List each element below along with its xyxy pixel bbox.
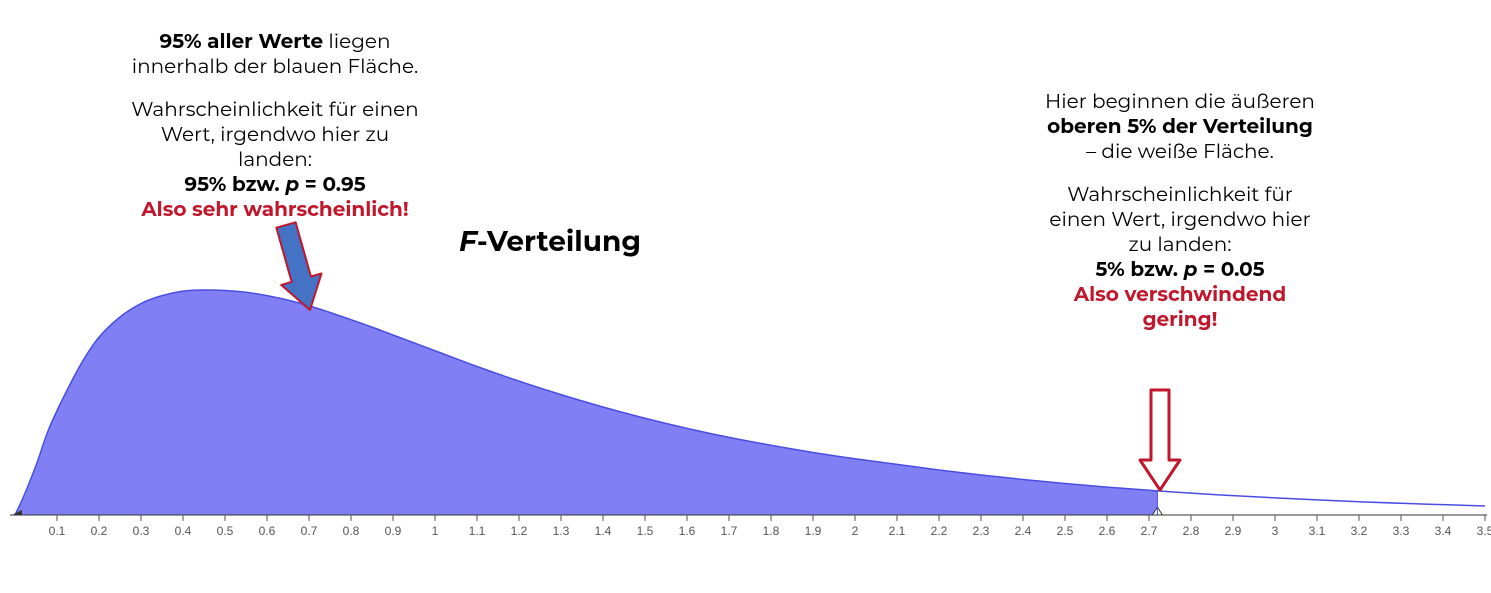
right-l3: – die weiße Fläche. bbox=[1020, 140, 1340, 165]
svg-text:2.9: 2.9 bbox=[1225, 524, 1242, 538]
left-l7: Also sehr wahrscheinlich! bbox=[110, 198, 440, 223]
left-annotation: 95% aller Werte liegen innerhalb der bla… bbox=[110, 30, 440, 223]
left-l6c: = 0.95 bbox=[299, 173, 366, 197]
left-l1-rest: liegen bbox=[323, 30, 390, 54]
svg-text:2.8: 2.8 bbox=[1183, 524, 1200, 538]
svg-text:0.3: 0.3 bbox=[133, 524, 150, 538]
svg-text:0.1: 0.1 bbox=[49, 524, 66, 538]
left-l5: landen: bbox=[110, 148, 440, 173]
svg-text:2.6: 2.6 bbox=[1099, 524, 1116, 538]
svg-text:1.5: 1.5 bbox=[637, 524, 654, 538]
right-annotation: Hier beginnen die äußeren oberen 5% der … bbox=[1020, 90, 1340, 333]
left-l6a: 95% bzw. bbox=[184, 173, 285, 197]
svg-text:1.9: 1.9 bbox=[805, 524, 822, 538]
svg-text:0.5: 0.5 bbox=[217, 524, 234, 538]
svg-text:1: 1 bbox=[432, 524, 439, 538]
left-l6b: p bbox=[285, 173, 299, 197]
right-l1: Hier beginnen die äußeren bbox=[1020, 90, 1340, 115]
svg-text:1.6: 1.6 bbox=[679, 524, 696, 538]
svg-text:2: 2 bbox=[852, 524, 859, 538]
right-l9: gering! bbox=[1020, 308, 1340, 333]
left-l4: Wert, irgendwo hier zu bbox=[110, 123, 440, 148]
canvas: { "title": { "prefix": "F", "rest": "-Ve… bbox=[0, 0, 1491, 593]
svg-text:2.5: 2.5 bbox=[1057, 524, 1074, 538]
svg-text:2.2: 2.2 bbox=[931, 524, 948, 538]
svg-text:2.1: 2.1 bbox=[889, 524, 906, 538]
svg-text:3.3: 3.3 bbox=[1393, 524, 1410, 538]
svg-text:1.1: 1.1 bbox=[469, 524, 486, 538]
svg-text:1.3: 1.3 bbox=[553, 524, 570, 538]
svg-text:3.2: 3.2 bbox=[1351, 524, 1368, 538]
svg-text:0.6: 0.6 bbox=[259, 524, 276, 538]
svg-text:3.4: 3.4 bbox=[1435, 524, 1452, 538]
svg-text:1.7: 1.7 bbox=[721, 524, 738, 538]
right-l7b: p bbox=[1184, 258, 1198, 282]
left-l2: innerhalb der blauen Fläche. bbox=[110, 55, 440, 80]
title-f: F bbox=[459, 225, 477, 259]
svg-text:3: 3 bbox=[1272, 524, 1279, 538]
right-l5: einen Wert, irgendwo hier bbox=[1020, 208, 1340, 233]
svg-text:3.5: 3.5 bbox=[1477, 524, 1491, 538]
svg-text:3.1: 3.1 bbox=[1309, 524, 1326, 538]
svg-text:1.8: 1.8 bbox=[763, 524, 780, 538]
svg-text:1.4: 1.4 bbox=[595, 524, 612, 538]
right-l2: oberen 5% der Verteilung bbox=[1020, 115, 1340, 140]
right-l4: Wahrscheinlichkeit für bbox=[1020, 183, 1340, 208]
right-l7a: 5% bzw. bbox=[1095, 258, 1183, 282]
svg-text:0.7: 0.7 bbox=[301, 524, 318, 538]
svg-text:2.4: 2.4 bbox=[1015, 524, 1032, 538]
svg-text:2.3: 2.3 bbox=[973, 524, 990, 538]
svg-text:0.2: 0.2 bbox=[91, 524, 108, 538]
left-l3: Wahrscheinlichkeit für einen bbox=[110, 98, 440, 123]
right-l6: zu landen: bbox=[1020, 233, 1340, 258]
svg-text:1.2: 1.2 bbox=[511, 524, 528, 538]
svg-text:0.4: 0.4 bbox=[175, 524, 192, 538]
svg-text:2.7: 2.7 bbox=[1141, 524, 1158, 538]
svg-text:0.9: 0.9 bbox=[385, 524, 402, 538]
title-rest: -Verteilung bbox=[477, 225, 641, 259]
left-l1-bold: 95% aller Werte bbox=[160, 30, 324, 54]
right-l8: Also verschwindend bbox=[1020, 283, 1340, 308]
chart-title: F-Verteilung bbox=[459, 225, 641, 259]
right-l7c: = 0.05 bbox=[1197, 258, 1264, 282]
svg-text:0.8: 0.8 bbox=[343, 524, 360, 538]
